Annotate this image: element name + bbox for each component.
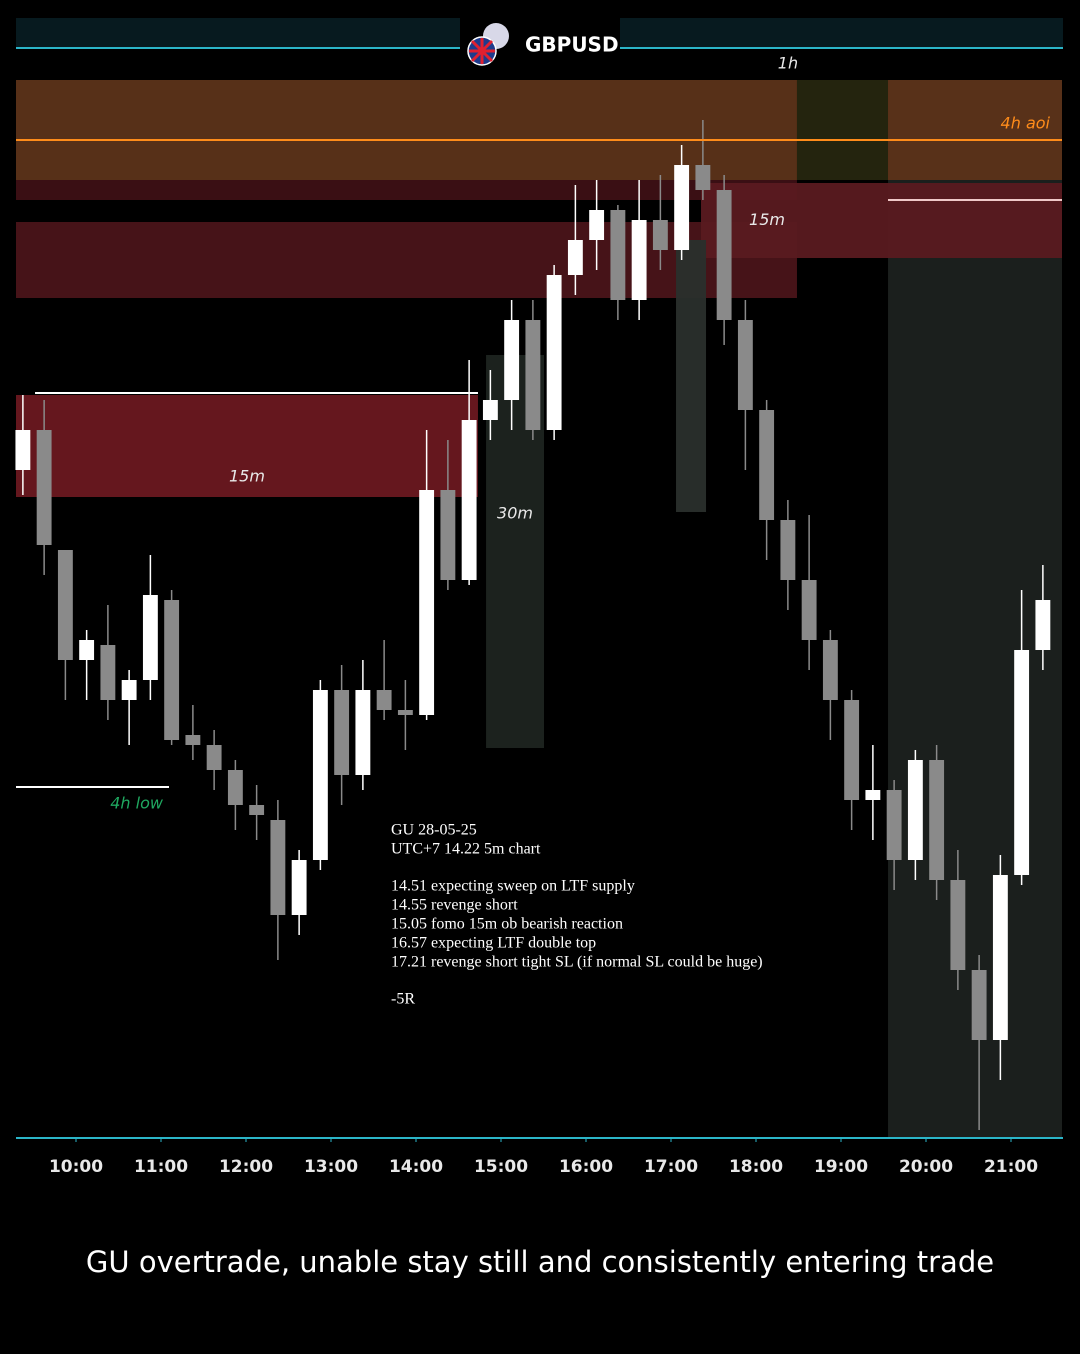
x-tick-label: 12:00 xyxy=(219,1157,273,1177)
note-line: UTC+7 14.22 5m chart xyxy=(391,841,541,858)
level-label: 4h aoi xyxy=(1001,114,1051,133)
candle-body xyxy=(461,420,477,580)
x-tick-label: 14:00 xyxy=(389,1157,443,1177)
candle-body xyxy=(270,820,286,915)
candle-body xyxy=(716,190,732,320)
candle-body xyxy=(589,210,605,240)
candle-body xyxy=(312,690,328,860)
candle-body xyxy=(419,490,435,715)
x-tick-label: 10:00 xyxy=(49,1157,103,1177)
zone xyxy=(796,80,889,180)
candle-body xyxy=(100,645,116,700)
candle-body xyxy=(674,165,690,250)
chart-title: GBPUSD xyxy=(525,33,619,57)
candle-body xyxy=(291,860,307,915)
candle-body xyxy=(79,640,95,660)
note-line: 16.57 expecting LTF double top xyxy=(391,935,596,952)
candle-body xyxy=(610,210,626,300)
zone xyxy=(16,180,797,200)
level-label: 4h low xyxy=(110,794,164,813)
candle-body xyxy=(142,595,158,680)
candle-body xyxy=(440,490,456,580)
x-tick-label: 15:00 xyxy=(474,1157,528,1177)
candle-body xyxy=(334,690,350,775)
note-line: GU 28-05-25 xyxy=(391,822,477,839)
zone xyxy=(701,183,1062,258)
candle-body xyxy=(227,770,243,805)
candle-body xyxy=(886,790,902,860)
zone xyxy=(676,240,707,512)
candle-body xyxy=(1014,650,1030,875)
x-tick-label: 19:00 xyxy=(814,1157,868,1177)
candle-body xyxy=(929,760,945,880)
candle-body xyxy=(652,220,668,250)
zone-label: 30m xyxy=(497,504,533,523)
candle-body xyxy=(57,550,73,660)
candle-body xyxy=(971,970,987,1040)
candle-body xyxy=(164,600,180,740)
candle-body xyxy=(482,400,498,420)
note-line: 15.05 fomo 15m ob bearish reaction xyxy=(391,916,623,933)
candle-body xyxy=(780,520,796,580)
x-tick-label: 13:00 xyxy=(304,1157,358,1177)
x-tick-label: 16:00 xyxy=(559,1157,613,1177)
candle-body xyxy=(737,320,753,410)
zone xyxy=(888,80,1062,180)
candle-body xyxy=(844,700,860,800)
caption: GU overtrade, unable stay still and cons… xyxy=(86,1245,994,1279)
candle-body xyxy=(546,275,562,430)
candle-body xyxy=(631,220,647,300)
candle-body xyxy=(355,690,371,775)
zone xyxy=(16,395,478,497)
candle-body xyxy=(15,430,31,470)
candle-body xyxy=(801,580,817,640)
candle-body xyxy=(1035,600,1051,650)
x-tick-label: 18:00 xyxy=(729,1157,783,1177)
candle-body xyxy=(36,430,52,545)
candle-body xyxy=(249,805,265,815)
plot: 1h 15m 15m 30m 4h aoi 4h low xyxy=(15,54,1062,1138)
candle-body xyxy=(185,735,201,745)
candle-body xyxy=(695,165,711,190)
candle-body xyxy=(397,710,413,715)
note-line: 14.55 revenge short xyxy=(391,897,518,914)
note-line: 17.21 revenge short tight SL (if normal … xyxy=(391,954,763,971)
candle-body xyxy=(567,240,583,275)
zone-label: 15m xyxy=(749,210,785,229)
x-tick-label: 17:00 xyxy=(644,1157,698,1177)
candle-body xyxy=(206,745,222,770)
candle-body xyxy=(992,875,1008,1040)
zone xyxy=(16,80,797,180)
candle-body xyxy=(759,410,775,520)
candle-body xyxy=(504,320,520,400)
candle-body xyxy=(121,680,137,700)
x-tick-label: 20:00 xyxy=(899,1157,953,1177)
x-tick-label: 11:00 xyxy=(134,1157,188,1177)
note-line: -5R xyxy=(391,991,415,1008)
uk-flag-cross xyxy=(469,38,495,64)
x-tick-label: 21:00 xyxy=(984,1157,1038,1177)
candle-body xyxy=(950,880,966,970)
candle-body xyxy=(907,760,923,860)
candle-body xyxy=(525,320,541,430)
note-line: 14.51 expecting sweep on LTF supply xyxy=(391,878,635,895)
candle-body xyxy=(865,790,881,800)
zone-label: 15m xyxy=(229,467,265,486)
zone-label: 1h xyxy=(778,54,798,73)
candle-body xyxy=(376,690,392,710)
candle-body xyxy=(822,640,838,700)
